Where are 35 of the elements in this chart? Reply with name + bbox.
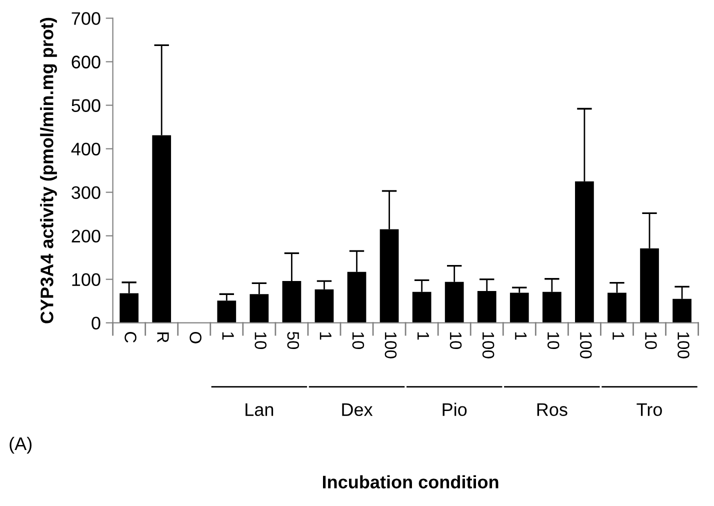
text: Tro bbox=[636, 403, 662, 416]
text: (A) bbox=[10, 436, 32, 454]
x-tick-label: 10 bbox=[645, 332, 657, 350]
x-tick-label: 100 bbox=[482, 332, 494, 358]
text: Incubation condition bbox=[323, 475, 498, 488]
x-tick-label: 100 bbox=[678, 332, 690, 358]
y-tick-label: 500 bbox=[72, 99, 100, 112]
text: Ros bbox=[537, 403, 568, 416]
text: Dex bbox=[342, 403, 373, 416]
y-axis-title: CYP3A4 activity (pmol/min.mg prot) bbox=[40, 18, 57, 324]
y-tick-label: 0 bbox=[92, 316, 100, 330]
y-tick-label: 700 bbox=[72, 12, 100, 25]
x-tick-label: 10 bbox=[547, 332, 560, 350]
x-tick-label: C bbox=[124, 332, 136, 343]
x-tick-label: 10 bbox=[450, 332, 462, 350]
x-tick-label: 1 bbox=[418, 332, 429, 340]
x-tick-label: 1 bbox=[222, 332, 234, 340]
text: Pio bbox=[442, 402, 467, 416]
y-tick-label: 400 bbox=[71, 142, 100, 156]
x-tick-label: 100 bbox=[580, 332, 592, 358]
x-tick-label: 10 bbox=[254, 332, 267, 350]
x-tick-label: 100 bbox=[384, 332, 397, 358]
x-tick-label: 1 bbox=[515, 332, 527, 340]
x-tick-label: R bbox=[157, 332, 169, 342]
y-tick-label: 200 bbox=[72, 230, 100, 243]
text: Lan bbox=[246, 403, 274, 416]
x-tick-label: 10 bbox=[352, 332, 364, 350]
y-tick-label: 600 bbox=[72, 56, 100, 68]
x-tick-label: 1 bbox=[320, 332, 332, 340]
x-tick-label: 1 bbox=[612, 332, 624, 340]
x-tick-label: 50 bbox=[287, 332, 300, 350]
bar bbox=[510, 292, 529, 323]
x-tick-label: O bbox=[190, 332, 202, 344]
y-tick-label: 300 bbox=[72, 186, 100, 199]
y-tick-label: 100 bbox=[72, 273, 100, 286]
